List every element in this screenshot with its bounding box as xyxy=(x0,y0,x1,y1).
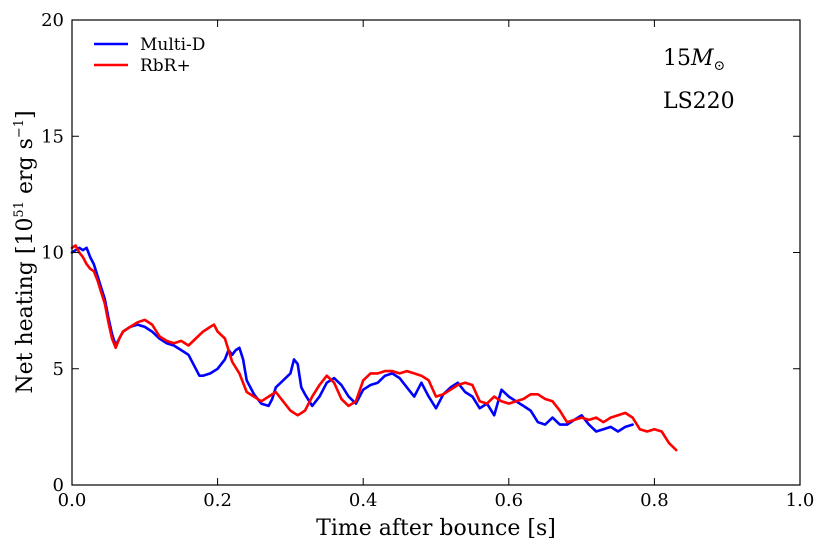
x-tick-label: 1.0 xyxy=(786,490,815,511)
x-axis-label: Time after bounce [s] xyxy=(316,516,556,541)
x-tick-label: 0.2 xyxy=(203,490,232,511)
y-tick-label: 20 xyxy=(41,10,64,31)
series-layer xyxy=(70,244,678,452)
y-axis-label: Net heating [1051 erg s−1] xyxy=(12,110,38,393)
legend-label-multi-d: Multi-D xyxy=(140,35,205,55)
eos-annotation: LS220 xyxy=(663,89,735,114)
legend-label-rbr-plus: RbR+ xyxy=(140,56,191,76)
legend: Multi-D RbR+ xyxy=(94,35,205,76)
y-tick-label: 5 xyxy=(53,359,64,380)
x-tick-label: 0.0 xyxy=(58,490,87,511)
x-tick-label: 0.4 xyxy=(349,490,378,511)
y-tick-label: 0 xyxy=(53,475,64,496)
x-tick-label: 0.8 xyxy=(640,490,669,511)
y-tick-label: 10 xyxy=(41,243,64,264)
series-line-rbr-plus xyxy=(70,244,678,452)
y-tick-label: 15 xyxy=(41,126,64,147)
ticks-layer: 0.0 0.2 0.4 0.6 0.8 1.0 0 5 10 15 20 xyxy=(41,10,814,511)
x-tick-label: 0.6 xyxy=(494,490,523,511)
mass-annotation: 15M⊙ xyxy=(663,46,725,74)
